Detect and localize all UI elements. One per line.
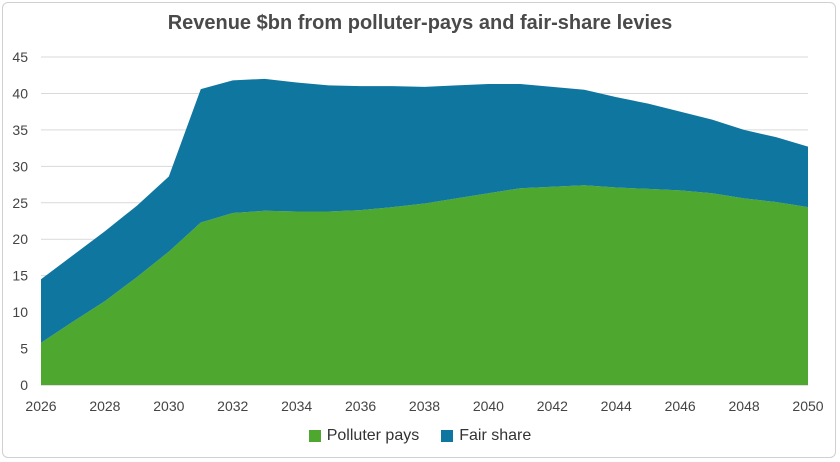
x-axis-ticks: 2026 2028 2030 2032 2034 2036 2038 2040 2042 2044… — [25, 398, 823, 414]
x-tick-label: 2048 — [729, 398, 760, 414]
x-tick-label: 2034 — [281, 398, 312, 414]
chart-title: Revenue $bn from polluter-pays and fair-… — [167, 12, 673, 34]
y-tick-label: 5 — [20, 341, 28, 357]
x-tick-label: 2042 — [537, 398, 568, 414]
x-tick-label: 2026 — [25, 398, 56, 414]
legend-label-polluter-pays: Polluter pays — [326, 427, 420, 444]
x-tick-label: 2030 — [153, 398, 184, 414]
area-fair-share — [41, 78, 808, 343]
y-tick-label: 40 — [12, 85, 28, 101]
y-tick-label: 10 — [12, 304, 28, 320]
y-tick-label: 25 — [12, 195, 28, 211]
y-tick-label: 30 — [12, 158, 28, 174]
y-tick-label: 0 — [20, 377, 28, 393]
y-tick-label: 45 — [12, 49, 28, 65]
x-tick-label: 2040 — [473, 398, 504, 414]
legend-label-fair-share: Fair share — [459, 427, 532, 444]
area-polluter-pays — [41, 185, 808, 385]
x-tick-label: 2028 — [89, 398, 120, 414]
x-tick-label: 2036 — [345, 398, 376, 414]
x-tick-label: 2032 — [217, 398, 248, 414]
y-tick-label: 15 — [12, 268, 28, 284]
legend-swatch-polluter-pays — [308, 430, 321, 442]
legend-swatch-fair-share — [441, 430, 454, 442]
y-tick-label: 35 — [12, 122, 28, 138]
x-tick-label: 2038 — [409, 398, 440, 414]
x-tick-label: 2046 — [665, 398, 696, 414]
x-tick-label: 2050 — [792, 398, 823, 414]
legend-item-polluter-pays: Polluter pays — [308, 427, 420, 445]
y-tick-label: 20 — [12, 231, 28, 247]
legend: Polluter pays Fair share — [0, 427, 840, 445]
legend-item-fair-share: Fair share — [441, 427, 531, 445]
x-tick-label: 2044 — [601, 398, 632, 414]
y-axis-ticks: 0 5 10 15 20 25 30 35 40 45 — [12, 49, 28, 393]
series-areas — [41, 78, 808, 385]
